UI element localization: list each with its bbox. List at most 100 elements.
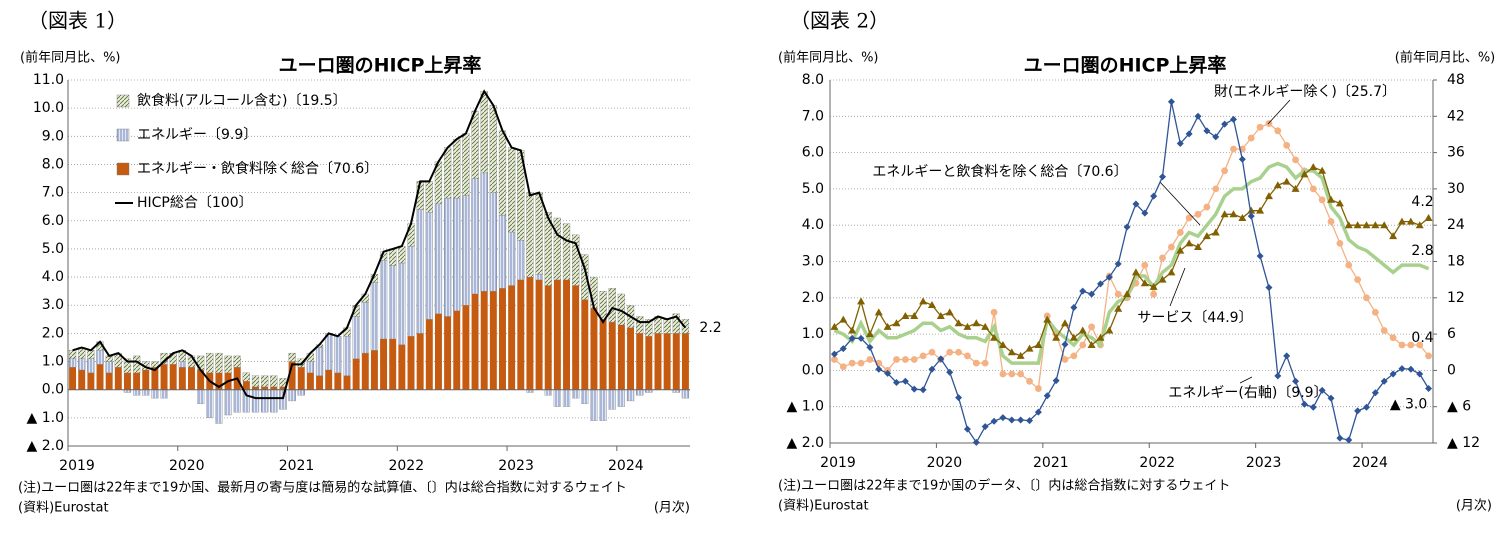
y-tick-label: 6.0 <box>802 145 824 161</box>
bar <box>526 277 534 390</box>
marker <box>972 359 980 367</box>
bar <box>480 291 488 390</box>
marker <box>1221 167 1229 175</box>
marker <box>848 359 856 367</box>
marker <box>1141 261 1149 269</box>
legend-label: エネルギー〔9.9〕 <box>137 127 257 143</box>
bar <box>233 389 241 413</box>
marker <box>1238 155 1246 163</box>
marker <box>1380 327 1388 334</box>
marker <box>1194 242 1203 250</box>
y2-tick-label: ▲ 6 <box>1447 399 1471 415</box>
period-label: (月次) <box>654 500 690 516</box>
bar <box>370 282 379 351</box>
marker <box>884 369 892 377</box>
marker <box>1407 341 1415 349</box>
marker <box>1114 290 1122 298</box>
marker <box>875 365 883 373</box>
marker <box>1407 365 1415 373</box>
marker <box>964 352 971 360</box>
marker <box>1389 370 1397 378</box>
bar <box>142 369 150 390</box>
marker <box>1256 123 1264 131</box>
chart-title: ユーロ圏のHICP上昇率 <box>1024 54 1227 77</box>
y-tick-label: 8.0 <box>802 72 824 88</box>
marker <box>1185 239 1194 247</box>
bar <box>416 333 424 390</box>
marker <box>955 348 962 356</box>
bar <box>316 375 324 390</box>
bar <box>151 361 159 368</box>
y-tick-label: 9.0 <box>42 128 64 144</box>
marker <box>1203 203 1211 211</box>
bar <box>251 389 260 413</box>
marker <box>1159 254 1166 262</box>
marker <box>1060 319 1069 327</box>
bar <box>132 389 141 396</box>
marker <box>1283 352 1291 360</box>
marker <box>946 348 954 356</box>
y2-tick-label: 42 <box>1447 108 1465 124</box>
bar <box>425 319 433 390</box>
marker <box>1256 206 1265 214</box>
bar <box>471 293 479 390</box>
marker <box>998 340 1007 348</box>
marker <box>1087 340 1096 348</box>
marker <box>1247 134 1255 142</box>
marker <box>1052 333 1061 341</box>
marker <box>1167 268 1176 276</box>
series-label: 財(エネルギー除く)〔25.7〕 <box>1214 84 1396 100</box>
bar <box>590 389 598 421</box>
marker <box>1398 341 1406 349</box>
legend-swatch <box>116 94 130 108</box>
marker <box>1158 275 1167 283</box>
y2-tick-label: ▲ 12 <box>1447 435 1480 451</box>
bar <box>288 389 296 402</box>
marker <box>1354 276 1362 284</box>
marker <box>857 359 865 367</box>
bar <box>206 352 214 373</box>
bar <box>215 372 223 390</box>
marker <box>1327 218 1335 225</box>
marker <box>1389 232 1398 240</box>
bar <box>279 386 287 390</box>
value-label: 0.4 <box>1411 330 1433 346</box>
marker <box>1132 200 1140 208</box>
bar <box>489 291 497 390</box>
hicp-line <box>72 89 687 400</box>
bar <box>471 178 479 295</box>
bar <box>343 336 351 376</box>
bar <box>78 358 86 371</box>
bar <box>517 279 525 390</box>
marker <box>1088 290 1096 298</box>
marker <box>1150 192 1158 200</box>
bar <box>572 285 580 390</box>
marker <box>866 343 874 351</box>
marker <box>892 319 901 327</box>
marker <box>1026 377 1033 385</box>
marker <box>1283 141 1291 149</box>
marker <box>1309 185 1317 193</box>
y-tick-label: 7.0 <box>802 108 824 124</box>
marker <box>1185 214 1193 222</box>
bar <box>581 389 589 404</box>
bar <box>453 138 461 199</box>
bar <box>508 147 516 233</box>
y-tick-label: 3.0 <box>802 254 824 270</box>
marker <box>1034 408 1042 416</box>
leader-line <box>1159 181 1201 226</box>
bar <box>535 279 543 390</box>
bar <box>325 369 333 390</box>
marker <box>990 417 998 425</box>
bar <box>444 316 452 390</box>
unit-label: (前年同月比、%) <box>20 50 121 66</box>
bar <box>306 372 314 390</box>
marker <box>955 394 963 402</box>
bar <box>197 369 205 390</box>
bar <box>425 181 433 213</box>
bar <box>288 361 296 390</box>
marker <box>901 311 910 319</box>
bar <box>87 358 95 373</box>
series-label: サービス〔44.9〕 <box>1137 310 1252 326</box>
